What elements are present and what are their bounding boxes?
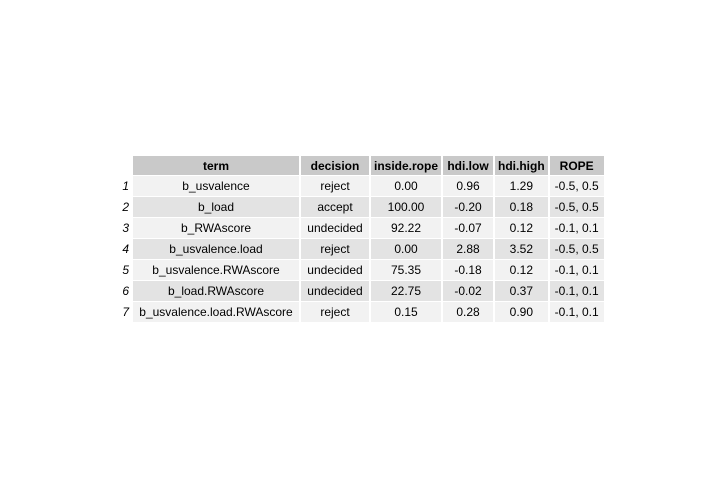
cell-inside-rope: 0.15 <box>371 302 442 322</box>
cell-hdi-low: -0.07 <box>443 218 494 238</box>
cell-decision: undecided <box>301 260 369 280</box>
row-number: 2 <box>122 200 129 214</box>
cell-rope: -0.5, 0.5 <box>549 197 604 217</box>
cell-hdi-high: 0.12 <box>495 260 548 280</box>
cell-hdi-high: 3.52 <box>495 239 548 259</box>
column-header-decision: decision <box>301 156 369 175</box>
cell-term: b_RWAscore <box>133 218 299 238</box>
rownum-header <box>117 156 131 175</box>
cell-decision: reject <box>301 176 369 196</box>
table-row: 6 b_load.RWAscore undecided 22.75 -0.02 … <box>117 281 604 301</box>
table-row: 4 b_usvalence.load reject 0.00 2.88 3.52… <box>117 239 604 259</box>
cell-decision: reject <box>301 302 369 322</box>
cell-term: b_usvalence.RWAscore <box>133 260 299 280</box>
cell-hdi-low: 0.28 <box>443 302 494 322</box>
table-row: 2 b_load accept 100.00 -0.20 0.18 -0.5, … <box>117 197 604 217</box>
cell-rope: -0.1, 0.1 <box>549 302 604 322</box>
cell-inside-rope: 0.00 <box>371 239 442 259</box>
cell-decision: reject <box>301 239 369 259</box>
cell-hdi-low: -0.02 <box>443 281 494 301</box>
cell-term: b_load.RWAscore <box>133 281 299 301</box>
cell-hdi-high: 0.18 <box>495 197 548 217</box>
row-number: 1 <box>122 179 129 193</box>
column-header-rope: ROPE <box>549 156 604 175</box>
cell-rope: -0.1, 0.1 <box>549 218 604 238</box>
cell-inside-rope: 22.75 <box>371 281 442 301</box>
table-header-row: term decision inside.rope hdi.low hdi.hi… <box>117 156 604 175</box>
table-row: 7 b_usvalence.load.RWAscore reject 0.15 … <box>117 302 604 322</box>
cell-decision: undecided <box>301 218 369 238</box>
cell-hdi-low: -0.20 <box>443 197 494 217</box>
cell-term: b_usvalence <box>133 176 299 196</box>
cell-hdi-high: 0.12 <box>495 218 548 238</box>
row-number: 6 <box>122 284 129 298</box>
cell-hdi-high: 0.90 <box>495 302 548 322</box>
cell-hdi-high: 1.29 <box>495 176 548 196</box>
row-number: 7 <box>122 305 129 319</box>
cell-hdi-low: 2.88 <box>443 239 494 259</box>
cell-hdi-low: 0.96 <box>443 176 494 196</box>
cell-decision: accept <box>301 197 369 217</box>
column-header-hdi-high: hdi.high <box>495 156 548 175</box>
table-row: 3 b_RWAscore undecided 92.22 -0.07 0.12 … <box>117 218 604 238</box>
row-number: 3 <box>122 221 129 235</box>
column-header-inside-rope: inside.rope <box>371 156 442 175</box>
row-number: 4 <box>122 242 129 256</box>
cell-rope: -0.1, 0.1 <box>549 260 604 280</box>
row-number: 5 <box>122 263 129 277</box>
column-header-hdi-low: hdi.low <box>443 156 494 175</box>
cell-inside-rope: 75.35 <box>371 260 442 280</box>
cell-inside-rope: 0.00 <box>371 176 442 196</box>
results-table: term decision inside.rope hdi.low hdi.hi… <box>115 155 606 323</box>
cell-term: b_load <box>133 197 299 217</box>
cell-rope: -0.5, 0.5 <box>549 176 604 196</box>
column-header-term: term <box>133 156 299 175</box>
cell-term: b_usvalence.load <box>133 239 299 259</box>
cell-hdi-low: -0.18 <box>443 260 494 280</box>
cell-rope: -0.5, 0.5 <box>549 239 604 259</box>
table-row: 1 b_usvalence reject 0.00 0.96 1.29 -0.5… <box>117 176 604 196</box>
cell-decision: undecided <box>301 281 369 301</box>
cell-hdi-high: 0.37 <box>495 281 548 301</box>
cell-inside-rope: 100.00 <box>371 197 442 217</box>
table-row: 5 b_usvalence.RWAscore undecided 75.35 -… <box>117 260 604 280</box>
cell-term: b_usvalence.load.RWAscore <box>133 302 299 322</box>
cell-inside-rope: 92.22 <box>371 218 442 238</box>
cell-rope: -0.1, 0.1 <box>549 281 604 301</box>
